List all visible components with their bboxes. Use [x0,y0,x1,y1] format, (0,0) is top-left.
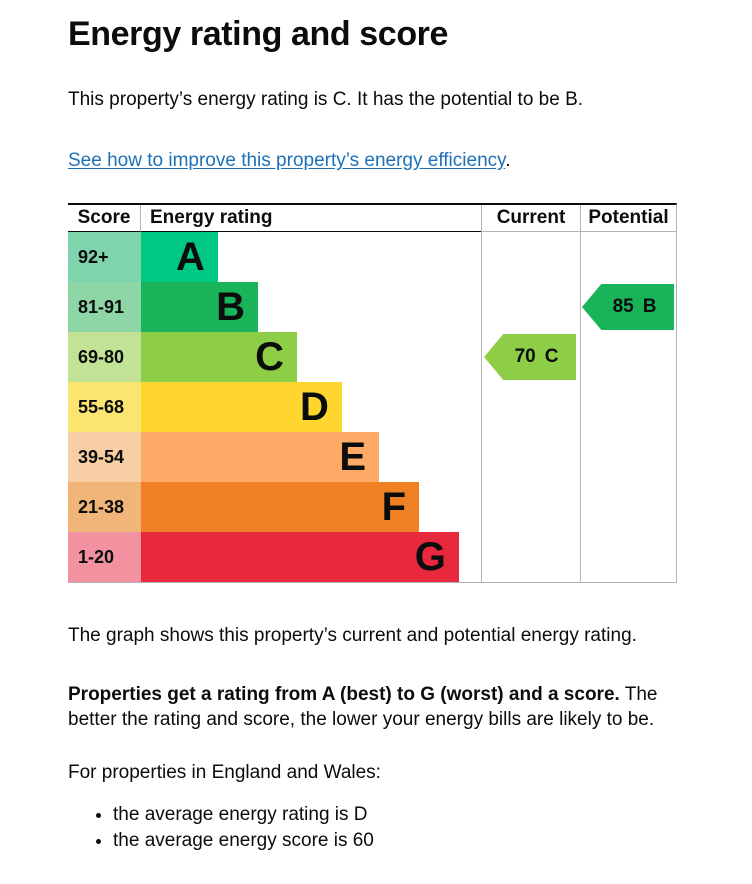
band-bar-e: E [141,432,379,482]
potential-column-cell: 85 B [580,282,676,332]
band-score-range: 55-68 [68,382,141,432]
improve-efficiency-link[interactable]: See how to improve this property’s energ… [68,150,506,171]
band-bar-cell: D [141,382,481,432]
link-full-stop: . [505,150,511,171]
band-bar-cell: C [141,332,481,382]
average-stats-list: the average energy rating is D the avera… [68,802,677,853]
band-bar-a: A [141,232,218,282]
potential-column-cell [580,432,676,482]
epc-band-row-e: 39-54 E [68,432,676,482]
band-bar-cell: F [141,482,481,532]
band-letter: G [414,535,446,579]
epc-band-row-a: 92+ A [68,232,676,282]
band-bar-c: C [141,332,298,382]
band-bar-cell: E [141,432,481,482]
list-item-average-score: the average energy score is 60 [113,828,677,853]
band-score-range: 69-80 [68,332,141,382]
rating-explainer-bold: Properties get a rating from A (best) to… [68,684,620,705]
band-letter: A [175,235,205,279]
band-letter: E [339,435,366,479]
current-column-cell [481,432,580,482]
arrow-rating-letter: C [544,346,559,367]
potential-column-cell [580,332,676,382]
band-score-range: 21-38 [68,482,141,532]
band-score-range: 39-54 [68,432,141,482]
epc-band-row-f: 21-38 F [68,482,676,532]
current-column-cell [481,282,580,332]
epc-header-score: Score [68,205,141,232]
band-letter: B [216,285,245,329]
band-letter: F [381,485,407,529]
epc-header-row: Score Energy rating Current Potential [68,205,676,232]
band-score-range: 1-20 [68,532,141,582]
chart-caption: The graph shows this property’s current … [68,625,637,646]
band-letter: C [255,335,285,379]
potential-column-cell [580,482,676,532]
potential-column-cell [580,232,676,282]
current-column-cell [481,382,580,432]
band-score-range: 81-91 [68,282,141,332]
potential-rating-arrow: 85 B [582,284,674,330]
epc-body: 92+ A 81-91 B 85 B 69-80 C 70 C 55-68 D 39-54 E 21-38 F… [68,232,676,582]
band-bar-g: G [141,532,459,582]
potential-column-cell [580,382,676,432]
energy-rating-chart: Score Energy rating Current Potential 92… [68,203,677,583]
epc-header-rating: Energy rating [141,205,481,232]
band-bar-cell: G [141,532,481,582]
epc-band-row-b: 81-91 B 85 B [68,282,676,332]
band-score-range: 92+ [68,232,141,282]
region-intro: For properties in England and Wales: [68,762,381,783]
epc-band-row-g: 1-20 G [68,532,676,582]
potential-column-cell [580,532,676,582]
current-column-cell [481,532,580,582]
current-column-cell [481,232,580,282]
arrow-rating-letter: B [642,296,657,317]
epc-header-potential: Potential [580,205,676,232]
improve-link-row: See how to improve this property’s energ… [68,148,677,173]
epc-band-row-d: 55-68 D [68,382,676,432]
band-bar-cell: A [141,232,481,282]
page-title: Energy rating and score [68,15,449,53]
current-column-cell: 70 C [481,332,580,382]
band-bar-b: B [141,282,258,332]
band-bar-cell: B [141,282,481,332]
arrow-score: 85 [612,296,634,317]
band-letter: D [300,385,329,429]
rating-explainer: Properties get a rating from A (best) to… [68,682,677,732]
list-item-average-rating: the average energy rating is D [113,802,677,827]
current-rating-arrow: 70 C [484,334,576,380]
rating-explainer-rest: The better the rating and score, the low… [68,684,658,730]
epc-band-row-c: 69-80 C 70 C [68,332,676,382]
epc-header-current: Current [481,205,580,232]
arrow-score: 70 [514,346,536,367]
band-bar-d: D [141,382,342,432]
band-bar-f: F [141,482,420,532]
summary-text: This property’s energy rating is C. It h… [68,89,584,110]
current-column-cell [481,482,580,532]
